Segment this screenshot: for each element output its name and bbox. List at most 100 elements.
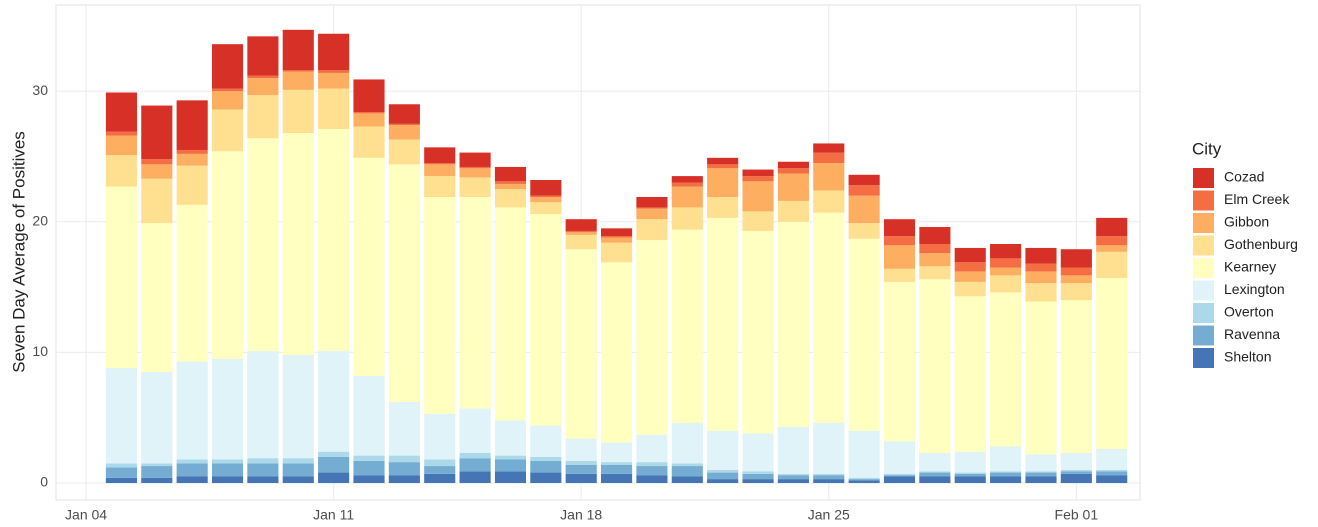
bar-segment [1025, 454, 1057, 472]
bar-segment [105, 467, 137, 478]
bar-segment [424, 163, 456, 165]
bar-segment [707, 217, 739, 431]
bar-segment [530, 213, 562, 426]
bar-segment [565, 230, 597, 233]
bar-segment [671, 229, 703, 423]
bar-segment [990, 275, 1022, 293]
bar-segment [848, 479, 880, 481]
bar-segment [1025, 471, 1057, 473]
bar-segment [671, 476, 703, 484]
bar-segment [211, 459, 244, 464]
bar-segment [141, 178, 173, 224]
bar-segment [176, 100, 208, 150]
bar-segment [388, 164, 420, 403]
bar-segment [671, 422, 703, 464]
bar-segment [388, 125, 420, 140]
bar-segment [1096, 236, 1128, 246]
x-tick-label: Jan 04 [65, 507, 107, 523]
bar-segment [247, 351, 279, 459]
bar-segment [459, 471, 491, 484]
bar-segment [777, 475, 809, 480]
legend-swatch [1193, 235, 1214, 256]
bar-segment [919, 244, 951, 254]
bar-segment [211, 463, 244, 477]
bar-segment [318, 88, 350, 130]
bar-segment [282, 476, 314, 484]
bar-segment [990, 476, 1022, 484]
bar-segment [247, 36, 279, 76]
legend-label: Ravenna [1224, 326, 1280, 342]
x-tick-label: Jan 18 [560, 507, 602, 523]
bar-segment [282, 355, 314, 459]
bar-segment [282, 29, 314, 71]
bar-segment [247, 463, 279, 477]
bar-segment [565, 460, 597, 465]
bar-segment [388, 402, 420, 456]
bar-segment [1025, 283, 1057, 302]
bar-segment [954, 473, 986, 477]
bar-segment [282, 458, 314, 464]
bar-segment [601, 242, 633, 263]
bar-segment [1096, 277, 1128, 450]
bar-segment [105, 463, 137, 468]
bar-segment [318, 70, 350, 73]
bar-segment [388, 462, 420, 476]
bar-segment [211, 109, 244, 152]
bar-segment [1060, 275, 1092, 284]
bar-segment [742, 176, 774, 182]
bar-segment [883, 475, 916, 477]
bar-segment [813, 475, 845, 480]
bar-segment [1060, 469, 1092, 472]
bar-segment [530, 460, 562, 473]
bar-segment [247, 138, 279, 352]
bar-segment [141, 105, 173, 160]
bar-segment [671, 182, 703, 187]
legend-swatch [1193, 258, 1214, 278]
bar-segment [459, 458, 491, 472]
bar-segment [848, 430, 880, 478]
bar-segment [919, 452, 951, 472]
bar-segment [990, 244, 1022, 259]
bar-segment [565, 219, 597, 231]
bar-segment [671, 466, 703, 477]
bar-segment [318, 33, 350, 71]
bar-segment [636, 196, 668, 208]
bar-segment [1025, 271, 1057, 284]
bar-segment [636, 207, 668, 209]
bar-segment [211, 358, 244, 460]
bar-segment [742, 169, 774, 177]
bar-segment [459, 408, 491, 453]
legend-label: Shelton [1224, 349, 1271, 365]
bar-segment [777, 173, 809, 201]
bar-segment [954, 247, 986, 263]
bar-segment [601, 462, 633, 465]
bar-segment [353, 126, 385, 158]
bar-segment [777, 221, 809, 427]
bar-segment [1096, 469, 1128, 472]
legend-swatch [1193, 190, 1214, 211]
bar-segment [813, 479, 845, 484]
bar-segment [388, 123, 420, 126]
bar-segment [742, 433, 774, 472]
bar-segment [919, 279, 951, 453]
bar-segment [883, 441, 916, 474]
bar-segment [919, 471, 951, 473]
bar-segment [565, 438, 597, 461]
x-tick-label: Jan 11 [313, 507, 354, 523]
bar-segment [777, 473, 809, 476]
bar-segment [318, 129, 350, 352]
bar-segment [813, 422, 845, 474]
bar-segment [990, 472, 1022, 477]
legend-swatch [1193, 168, 1214, 188]
bar-segment [211, 476, 244, 484]
bar-segment [1096, 471, 1128, 476]
bar-segment [1025, 263, 1057, 272]
bar-segment [954, 476, 986, 484]
bar-segment [919, 266, 951, 280]
bar-segment [141, 466, 173, 478]
bar-segment [353, 113, 385, 127]
bar-segment [601, 464, 633, 474]
bar-segment [530, 456, 562, 461]
bar-segment [990, 292, 1022, 447]
bar-segment [176, 463, 208, 477]
